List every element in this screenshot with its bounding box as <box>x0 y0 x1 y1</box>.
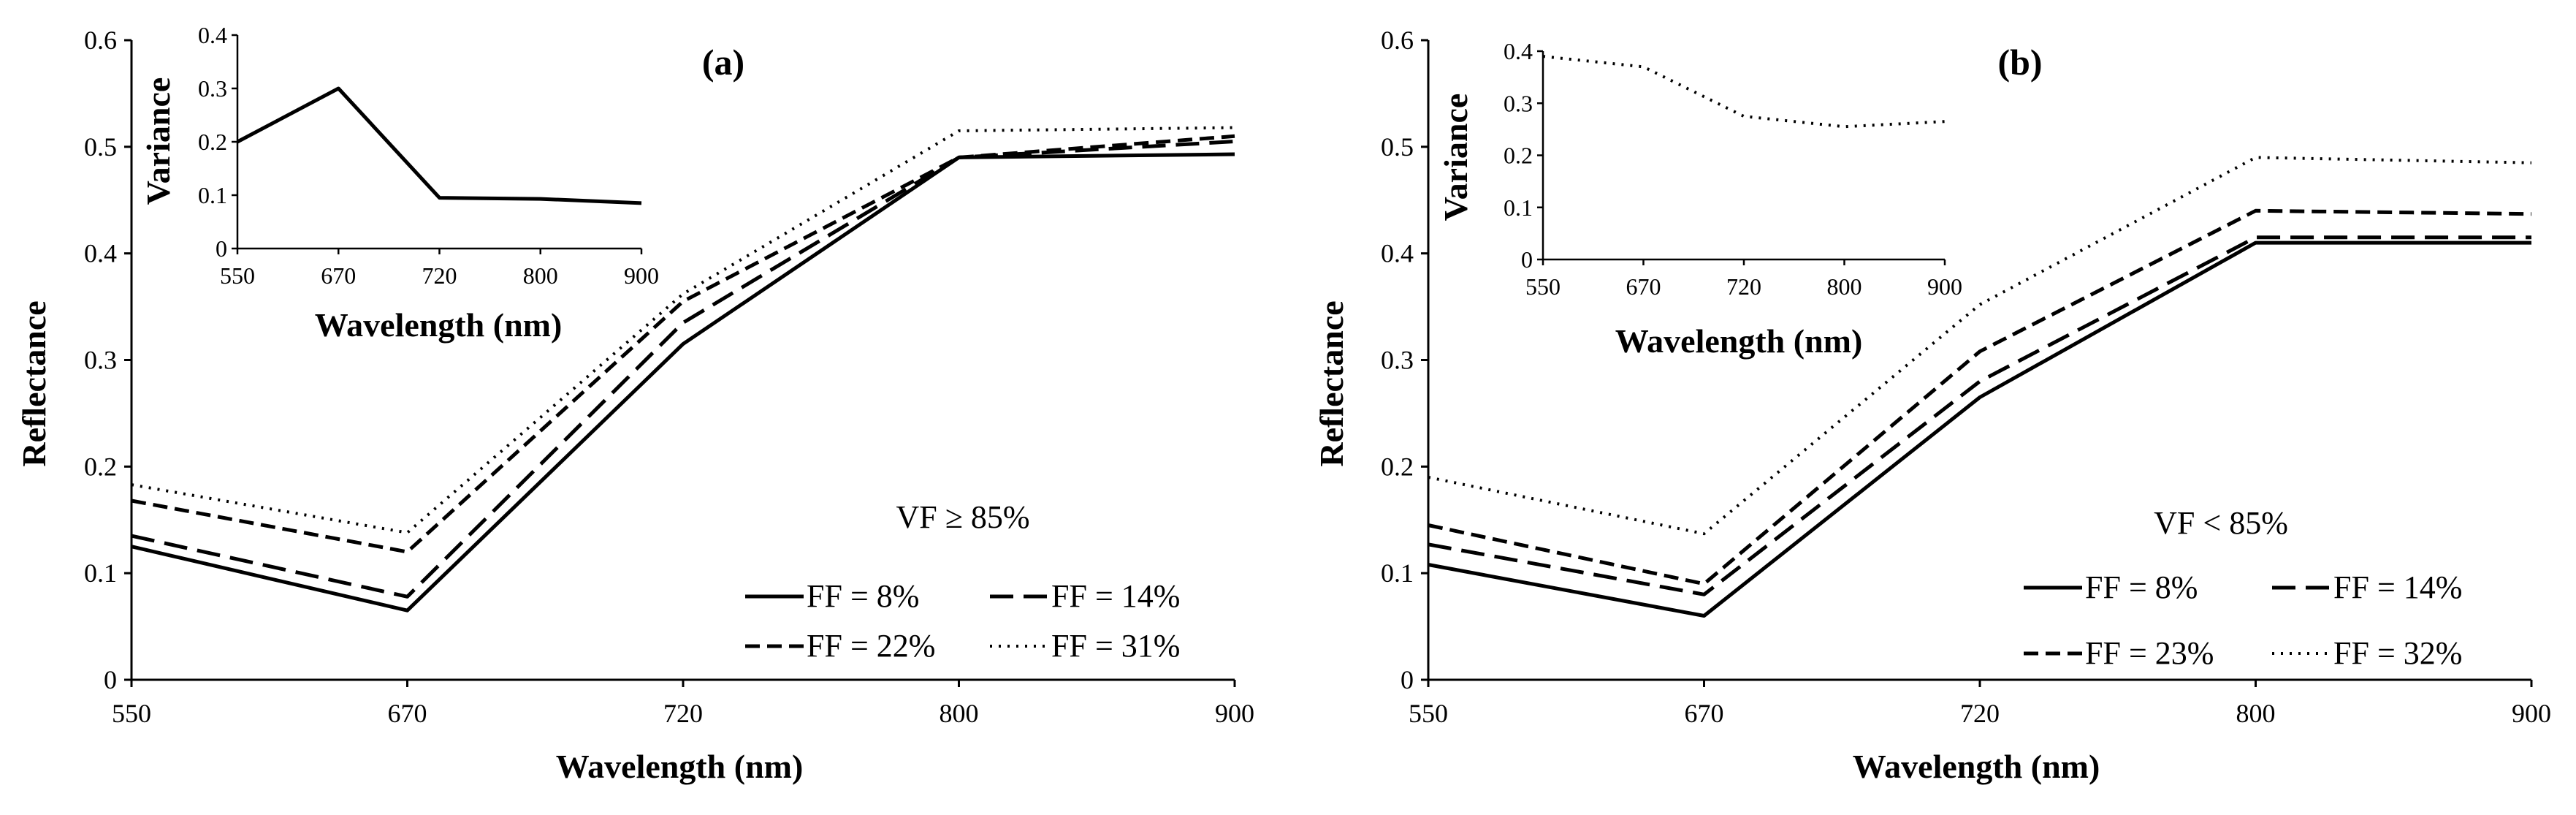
panel-a-ytick-label: 0.2 <box>84 452 117 481</box>
panel-a-inset-xtick-label: 550 <box>220 262 255 289</box>
panel-b-legend-entry: FF = 8% <box>2085 569 2198 605</box>
panel-a-inset-ytick-label: 0.1 <box>198 182 227 208</box>
panel-a-inset-ytick-label: 0.3 <box>198 75 227 102</box>
panel-b-inset-ytick-label: 0.2 <box>1504 143 1533 169</box>
panel-a-xtick-label: 670 <box>388 699 427 728</box>
panel-b-label: (b) <box>1997 42 2042 83</box>
panel-b-inset-ytick-label: 0 <box>1521 246 1533 273</box>
panel-b-series-line <box>1428 235 2531 596</box>
panel-a-inset-ytick-label: 0.2 <box>198 129 227 155</box>
panel-a-ytick-label: 0.3 <box>84 346 117 375</box>
panel-b-ytick-label: 0.4 <box>1381 239 1414 268</box>
panel-a-ytick-label: 0.5 <box>84 132 117 162</box>
panel-a-ytick-label: 0 <box>104 665 117 694</box>
panel-b-inset-ylabel: Variance <box>1437 94 1474 221</box>
panel-b-inset-axes <box>1542 51 1945 261</box>
panel-a-lines <box>131 126 1235 613</box>
panel-a-ytick-label: 0.6 <box>84 26 117 55</box>
panel-a-legend: FF = 8% FF = 14% FF = 22% FF = 31% <box>745 578 1180 664</box>
panel-b-inset-xtick-label: 720 <box>1726 273 1761 300</box>
panel-b-ytick-label: 0.6 <box>1381 26 1414 55</box>
panel-b-legend-entry: FF = 32% <box>2333 635 2462 671</box>
panel-b: (b) Wavelength (nm) Reflectance VF < 85%… <box>1313 26 2551 785</box>
panel-b-series-line <box>1428 240 2531 618</box>
panel-b-inset-series-line <box>1542 55 1946 129</box>
panel-b-inset-ytick-label: 0.4 <box>1504 38 1533 64</box>
panel-b-xtick-label: 800 <box>2236 699 2276 728</box>
panel-a-inset-xtick-label: 800 <box>523 262 558 289</box>
panel-a-xtick-label: 550 <box>112 699 151 728</box>
panel-a-inset-ytick-label: 0.4 <box>198 22 227 48</box>
panel-b-annotation: VF < 85% <box>2154 505 2288 541</box>
panel-a-legend-entry: FF = 22% <box>807 628 935 664</box>
panel-b-inset-xtick-label: 550 <box>1525 273 1561 300</box>
panel-b-inset-ticks: 0 0.1 0.2 0.3 0.4 550 670 720 800 900 <box>1504 38 1962 300</box>
panel-b-series-line <box>1428 208 2532 586</box>
panel-a-legend-entry: FF = 14% <box>1051 578 1180 614</box>
panel-a-inset-ytick-label: 0 <box>216 235 227 262</box>
panel-a-series-line <box>131 126 1235 534</box>
panel-b-ytick-label: 0.5 <box>1381 132 1414 162</box>
panel-b-inset-xtick-label: 670 <box>1626 273 1661 300</box>
panel-b-inset: Wavelength (nm) Variance 0 0.1 0.2 0.3 0.4 55… <box>1437 38 1962 360</box>
panel-b-ytick-label: 0.2 <box>1381 452 1414 481</box>
panel-a-inset-axes <box>236 35 641 250</box>
panel-a-xtick-label: 800 <box>940 699 979 728</box>
panel-a-series-line <box>131 152 1235 613</box>
panel-b-ytick-label: 0.3 <box>1381 346 1414 375</box>
panel-b-xtick-label: 550 <box>1409 699 1448 728</box>
panel-b-xlabel: Wavelength (nm) <box>1853 748 2100 785</box>
panel-b-inset-ytick-label: 0.3 <box>1504 90 1533 116</box>
panel-a-inset-xtick-label: 670 <box>321 262 356 289</box>
panel-b-inset-xtick-label: 800 <box>1827 273 1862 300</box>
panel-a-inset-xtick-label: 720 <box>422 262 457 289</box>
panel-b-inset-xlabel: Wavelength (nm) <box>1615 322 1863 360</box>
panel-b-xtick-label: 670 <box>1685 699 1724 728</box>
panel-b-ytick-label: 0 <box>1401 665 1414 694</box>
panel-b-ticks: 0 0.1 0.2 0.3 0.4 0.5 0.6 550 670 720 800 900 <box>1381 26 2551 728</box>
panel-a-ytick-label: 0.4 <box>84 239 117 268</box>
panel-b-xtick-label: 900 <box>2512 699 2551 728</box>
panel-a-ylabel: Reflectance <box>15 300 53 466</box>
panel-a: (a) Wavelength (nm) Reflectance VF ≥ 85%… <box>15 22 1254 785</box>
panel-a-inset-lines <box>236 86 642 205</box>
panel-b-lines <box>1428 156 2532 618</box>
panel-a-xlabel: Wavelength (nm) <box>556 748 804 785</box>
panel-a-xtick-label: 900 <box>1215 699 1254 728</box>
panel-a-inset-ticks: 0 0.1 0.2 0.3 0.4 550 670 720 800 900 <box>198 22 659 289</box>
panel-a-ytick-label: 0.1 <box>84 558 117 588</box>
panel-b-inset-ytick-label: 0.1 <box>1504 194 1533 221</box>
panel-a-inset-ylabel: Variance <box>140 77 177 205</box>
panel-b-ylabel: Reflectance <box>1313 300 1350 466</box>
panel-a-legend-entry: FF = 31% <box>1051 628 1180 664</box>
panel-b-xtick-label: 720 <box>1960 699 2000 728</box>
panel-a-annotation: VF ≥ 85% <box>896 499 1029 535</box>
panel-a-inset-xtick-label: 900 <box>624 262 659 289</box>
panel-a-series-line <box>131 140 1235 599</box>
panel-b-series-line <box>1428 156 2532 536</box>
panel-a-inset-xlabel: Wavelength (nm) <box>315 306 563 344</box>
panel-b-legend-entry: FF = 14% <box>2333 569 2462 605</box>
panel-a-xtick-label: 720 <box>663 699 703 728</box>
panel-a-label: (a) <box>702 42 744 83</box>
panel-a-ticks: 0 0.1 0.2 0.3 0.4 0.5 0.6 550 670 720 800 900 <box>84 26 1254 728</box>
panel-b-inset-xtick-label: 900 <box>1927 273 1962 300</box>
panel-b-legend-entry: FF = 23% <box>2085 635 2214 671</box>
panel-a-inset: Wavelength (nm) Variance 0 0.1 0.2 0.3 0.4 55… <box>140 22 659 344</box>
panel-a-series-line <box>131 134 1235 554</box>
panel-b-ytick-label: 0.1 <box>1381 558 1414 588</box>
panel-b-inset-lines <box>1542 55 1946 129</box>
panel-a-inset-series-line <box>236 86 642 205</box>
panel-b-legend: FF = 8% FF = 14% FF = 23% FF = 32% <box>2024 569 2462 671</box>
panel-a-legend-entry: FF = 8% <box>807 578 919 614</box>
